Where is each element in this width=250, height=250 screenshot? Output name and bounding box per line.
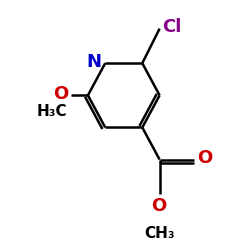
- Text: O: O: [53, 85, 68, 103]
- Text: N: N: [86, 53, 102, 71]
- Text: O: O: [197, 149, 212, 168]
- Text: Cl: Cl: [162, 18, 182, 36]
- Text: CH₃: CH₃: [144, 226, 175, 241]
- Text: O: O: [151, 197, 166, 215]
- Text: H₃C: H₃C: [37, 104, 68, 119]
